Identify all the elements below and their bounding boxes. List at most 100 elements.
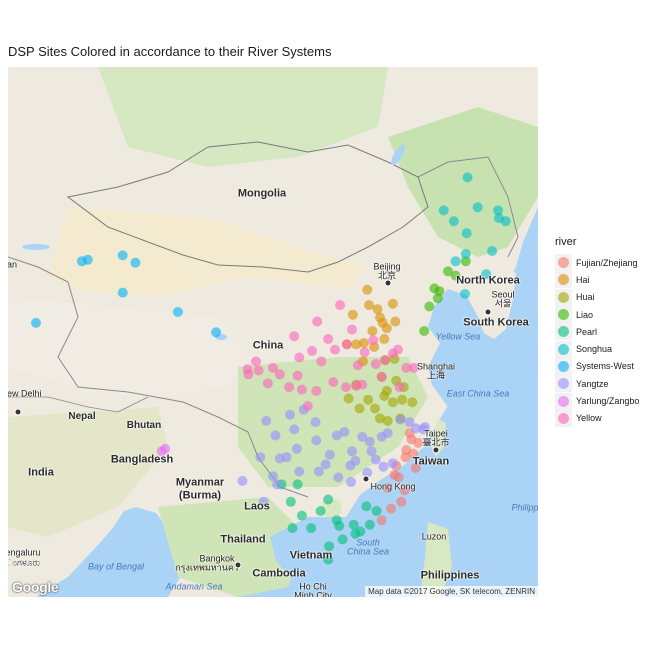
legend-swatch [558,257,569,269]
legend-item: Pearl [555,323,639,341]
legend-swatch [558,343,569,355]
legend-item: Yarlung/Zangbo [555,392,639,410]
label-china: China [252,339,284,352]
border-ne [417,156,519,258]
site-point [395,414,406,425]
google-logo[interactable]: Google [12,579,59,595]
label-edge-city: an [8,259,18,270]
site-point [369,403,380,414]
site-point [296,384,307,395]
site-point [310,417,321,428]
legend-item: Songhua [555,340,639,358]
site-point [407,397,418,408]
site-point [361,501,372,512]
label-china-sea: China Sea [346,546,390,557]
site-point [382,415,393,426]
site-point [339,426,350,437]
site-point [333,472,344,483]
site-point [390,316,401,327]
site-point [410,462,421,473]
label-bengaluru: engaluru [8,547,41,558]
label-thailand: Thailand [220,533,266,546]
border-india [8,396,149,413]
site-point [253,365,264,376]
city-marker-taipei [432,446,440,454]
site-point [316,356,327,367]
site-point [348,519,359,530]
legend-key [555,392,572,410]
site-point [387,298,398,309]
site-point [461,228,472,239]
label-cambodia: Cambodia [252,567,306,580]
site-point [284,382,295,393]
site-point [481,269,492,280]
site-point [429,283,440,294]
site-point [315,506,326,516]
legend-key [555,340,572,358]
site-point [387,348,398,359]
site-point [117,250,128,261]
legend-swatch [558,360,569,372]
label-north-korea: North Korea [456,274,520,287]
label-vietnam: Vietnam [289,549,333,562]
site-point [387,458,398,469]
site-point [413,437,424,448]
site-point [443,266,453,277]
site-point [357,431,368,442]
legend-swatch [558,412,569,424]
site-point [367,326,378,336]
site-point [493,205,504,216]
site-point [294,466,305,477]
site-point [448,216,459,227]
legend-label: Yangtze [576,378,609,389]
label-ho-chi: Ho Chi [299,581,327,592]
label-taipei-zh: 臺北市 [422,437,450,448]
site-point [302,401,313,411]
legend-label: Pearl [576,326,598,337]
label-philippine-sea: Philippi [511,502,538,513]
legend-item: Hai [555,271,639,289]
site-point [396,496,407,507]
site-point [370,359,381,369]
site-point [389,470,400,480]
site-point [386,503,397,514]
site-point [331,430,342,441]
site-point [341,339,352,350]
legend-label: Hai [576,274,590,285]
site-point [324,449,335,460]
legend-key [555,288,572,306]
site-point [376,431,387,442]
yellow-sea [428,289,488,407]
site-point [261,415,272,426]
site-point [172,307,183,317]
site-point [420,422,430,432]
bay-of-bengal [36,545,148,597]
city-marker-bangkok [234,561,242,569]
site-point [237,475,248,486]
site-point [156,446,167,457]
site-point [404,417,415,428]
legend-key [555,409,572,427]
site-point [292,479,303,490]
map-panel[interactable]: Mongolia China North Korea South Korea N… [8,67,538,597]
site-point [320,459,331,470]
map-attribution[interactable]: Map data ©2017 Google, SK telecom, ZENRI… [365,586,538,597]
site-point [294,352,305,363]
legend-key [555,357,572,375]
border-mongolia [66,141,429,273]
label-south-korea: South Korea [463,316,529,329]
gobi-desert [48,207,368,297]
legend-item: Yangtze [555,375,639,393]
site-point [460,256,471,267]
site-point [258,496,269,507]
city-marker-seoul [484,308,492,316]
label-bangladesh: Bangladesh [110,453,174,466]
site-point [347,309,358,320]
label-east-china-sea: East China Sea [446,388,510,399]
legend-swatch [558,309,569,321]
legend-label: Yellow [576,413,602,424]
site-point [460,289,470,299]
site-point [472,202,483,213]
site-point [410,423,421,434]
label-andaman-sea: Andaman Sea [165,581,223,592]
